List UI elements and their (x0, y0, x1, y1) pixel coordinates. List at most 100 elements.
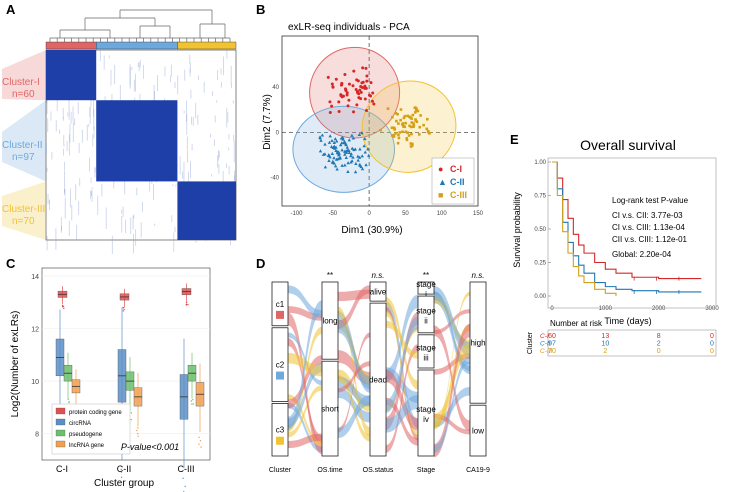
heatmap-noise (67, 112, 69, 117)
heatmap-noise (48, 200, 50, 203)
pca-point-c2 (327, 140, 332, 144)
pca-ytick: -40 (270, 176, 279, 182)
survival-title: Overall survival (580, 137, 676, 153)
pca-point-c2 (341, 137, 345, 141)
sankey-axis-label: OS.time (317, 467, 342, 474)
pca-point-c3 (418, 125, 422, 129)
boxplot-outlier (185, 301, 188, 304)
pca-point-c3 (405, 138, 409, 142)
heatmap-noise (214, 115, 216, 123)
sankey-flow (386, 320, 418, 359)
pca-point-c2 (344, 149, 348, 153)
boxplot-outlier (63, 307, 65, 310)
pca-point-c1 (331, 85, 335, 89)
heatmap-noise (50, 111, 52, 121)
heatmap-noise (220, 68, 222, 75)
pca-point-c2 (344, 141, 348, 146)
sankey-flow (338, 361, 370, 393)
pca-point-c3 (422, 123, 425, 127)
heatmap-noise (64, 189, 66, 197)
pca-point-c1 (363, 97, 367, 101)
heatmap-noise (91, 187, 93, 202)
pca-point-c3 (386, 107, 390, 110)
risk-value: 0 (710, 341, 714, 348)
pca-point-c1 (355, 90, 359, 94)
sankey-flow (338, 285, 370, 329)
pca-point-c2 (343, 163, 347, 167)
pca-point-c1 (337, 110, 341, 114)
pca-point-c3 (401, 122, 405, 125)
sankey-diagram: c1 c2 c3 Cluster long short OS.time ** alive dead… (269, 271, 490, 474)
confidence-ellipse-1 (309, 46, 401, 139)
sankey-significance: ** (423, 271, 429, 280)
sankey-node-label: stage (416, 405, 436, 414)
heatmap-noise (192, 116, 194, 126)
heatmap-noise (230, 65, 232, 85)
logrank-test-1: CI v.s. CII: 3.77e-03 (612, 211, 683, 220)
pca-point-c3 (391, 115, 394, 119)
sankey-significance: ** (327, 271, 333, 280)
cluster-name-2: Cluster-II (2, 140, 43, 151)
cluster-n-2: n=97 (12, 152, 35, 163)
pca-plot-frame (281, 35, 479, 207)
pca-point-c3 (395, 119, 398, 123)
pca-xtick: 100 (437, 211, 448, 217)
heatmap-noise (164, 66, 166, 77)
sankey-node-label: stage (416, 306, 436, 315)
confidence-ellipse-2 (292, 105, 396, 193)
sankey-flow (434, 323, 470, 458)
heatmap-noise (175, 184, 177, 187)
pca-point-c3 (410, 132, 413, 136)
pca-point-c1 (370, 99, 374, 103)
heatmap-noise (217, 155, 219, 168)
heatmap-noise (121, 209, 123, 214)
heatmap-noise (228, 147, 230, 151)
sankey-flow (288, 402, 322, 453)
pca-point-c2 (360, 131, 364, 135)
heatmap-noise (217, 69, 218, 81)
pca-point-c3 (409, 145, 413, 148)
pca-point-c1 (369, 94, 373, 98)
heatmap-noise (153, 184, 154, 200)
risk-table-title: Number at risk (550, 319, 603, 328)
pca-point-c2 (351, 155, 355, 159)
pca-ytick: 0 (276, 130, 280, 136)
boxplot-ytick: 8 (35, 432, 39, 439)
boxplot-frame (41, 267, 211, 461)
heatmap-noise (197, 75, 199, 80)
heatmap-noise (55, 120, 57, 132)
pca-point-c3 (407, 134, 411, 137)
sankey-flow (434, 356, 470, 453)
heatmap-noise (149, 178, 151, 192)
heatmap-block-3 (177, 181, 236, 240)
boxplot-outlier (122, 310, 124, 312)
pca-point-c3 (412, 125, 415, 129)
logrank-test-2: CI v.s. CIII: 1.13e-04 (612, 223, 685, 232)
pca-point-c3 (393, 128, 397, 131)
pca-point-c3 (410, 121, 414, 124)
pca-point-c1 (330, 82, 334, 86)
survival-frame (547, 157, 717, 309)
pca-point-c1 (330, 104, 334, 108)
survival-xtick: 0 (550, 306, 554, 312)
pca-point-c3 (413, 106, 417, 110)
pca-point-c2 (336, 151, 341, 155)
pca-point-c3 (405, 137, 409, 140)
heatmap-noise (174, 82, 176, 89)
boxplot-outlier (130, 418, 132, 421)
heatmap-noise (173, 232, 175, 253)
pca-xtick: 0 (367, 211, 371, 217)
pca-point-c1 (328, 100, 332, 104)
pca-point-c1 (326, 75, 330, 79)
heatmap-noise (195, 238, 197, 243)
heatmap-noise (218, 150, 219, 161)
cluster-n-1: n=60 (12, 89, 35, 100)
heatmap-noise (68, 220, 70, 237)
heatmap-noise (77, 102, 79, 115)
heatmap-noise (60, 216, 62, 231)
survival-ytick: 0.00 (534, 294, 546, 300)
pca-point-c3 (401, 130, 404, 134)
pca-point-c2 (330, 151, 334, 155)
heatmap-noise (233, 134, 235, 142)
pca-point-c2 (320, 133, 325, 137)
